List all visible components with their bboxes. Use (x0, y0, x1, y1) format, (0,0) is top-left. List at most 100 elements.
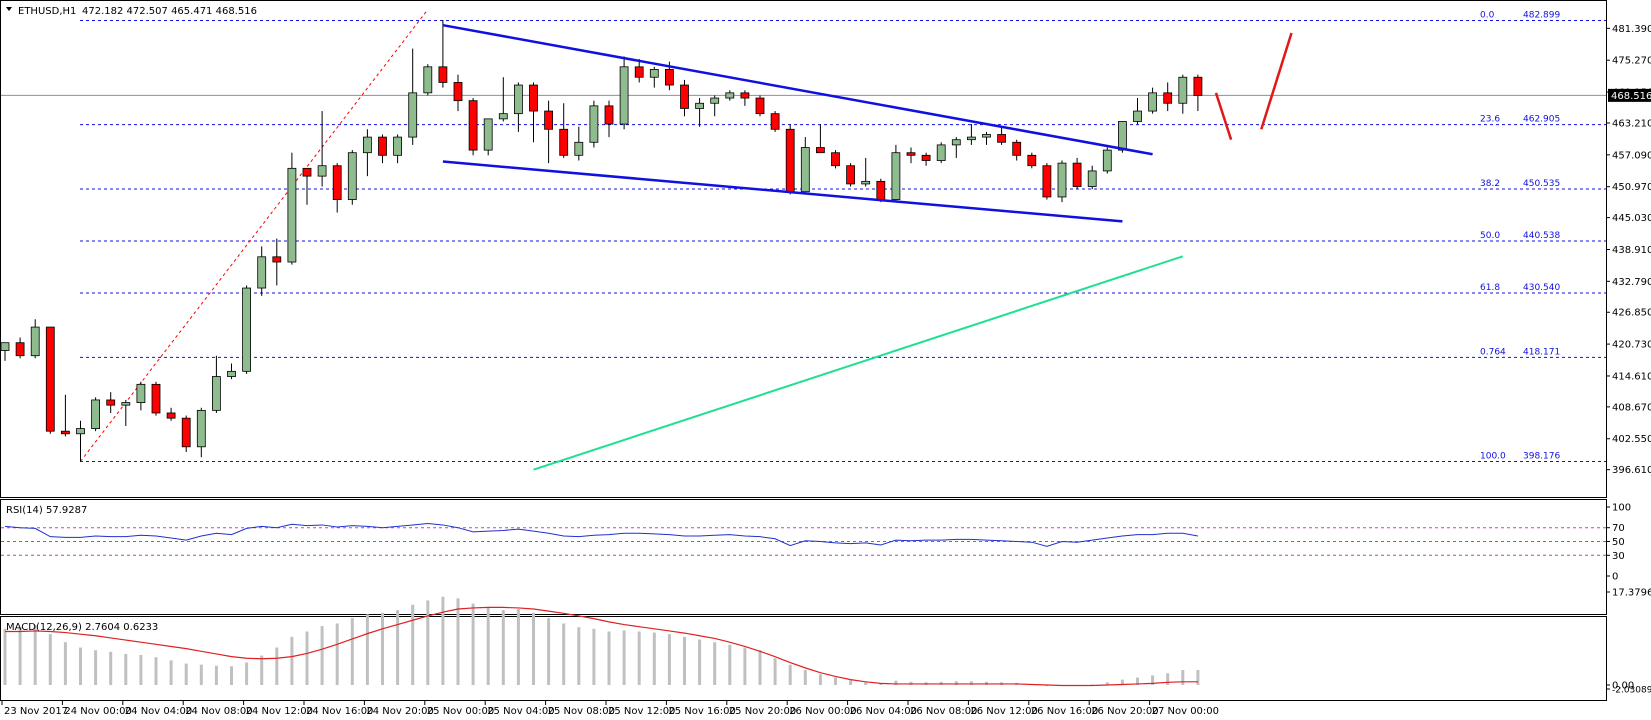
bull-candle (982, 134, 991, 138)
fib-level-pct: 61.8 (1480, 283, 1500, 293)
macd-y-tick-label: 0.00 (1612, 681, 1634, 692)
macd-histogram-bar (728, 644, 732, 685)
macd-histogram-bar (562, 623, 566, 685)
macd-histogram-bar (713, 642, 717, 685)
bear-candle (740, 92, 750, 99)
x-tick-label: 26 Nov 12:00 (970, 706, 1037, 717)
fib-level-price: 482.899 (1523, 11, 1560, 21)
macd-histogram-bar (335, 623, 339, 685)
macd-histogram-bar (411, 604, 415, 685)
y-tick-label: 402.550 (1612, 434, 1651, 445)
bull-candle (891, 152, 901, 200)
bull-candle (211, 376, 221, 411)
rsi-y-tick-label: 50 (1612, 537, 1625, 548)
bull-candle (76, 428, 85, 435)
bull-candle (1057, 162, 1067, 198)
y-tick-label: 408.670 (1612, 402, 1651, 413)
bull-candle (483, 118, 493, 151)
fib-level-pct: 0.0 (1480, 11, 1495, 21)
x-tick-label: 26 Nov 08:00 (910, 706, 977, 717)
bull-candle (317, 165, 327, 177)
macd-histogram-bar (834, 677, 837, 685)
macd-histogram-bar (426, 600, 430, 685)
bull-candle (121, 402, 131, 406)
bull-candle (1118, 121, 1127, 151)
macd-histogram-bar (290, 636, 294, 685)
macd-histogram-bar (33, 625, 37, 685)
bear-candle (604, 105, 614, 125)
bull-candle (30, 326, 40, 357)
bull-candle (589, 105, 599, 143)
x-tick-label: 25 Nov 08:00 (548, 706, 615, 717)
x-tick-label: 27 Nov 00:00 (1152, 706, 1219, 717)
bull-candle (649, 69, 659, 78)
x-tick-label: 26 Nov 20:00 (1091, 706, 1158, 717)
bear-candle (45, 326, 55, 432)
macd-histogram-bar (788, 664, 792, 685)
rsi-y-tick-label: 30 (1612, 551, 1625, 562)
fib-level-price: 450.535 (1523, 179, 1560, 189)
x-tick-label: 25 Nov 12:00 (608, 706, 675, 717)
macd-histogram-bar (1120, 679, 1124, 685)
macd-histogram-bar (305, 631, 309, 685)
bear-candle (61, 430, 70, 435)
bull-candle (514, 84, 523, 115)
macd-histogram-bar (94, 650, 98, 685)
macd-histogram-bar (396, 610, 400, 685)
bull-candle (951, 139, 961, 146)
macd-histogram-bar (1181, 670, 1185, 685)
bull-candle (1087, 170, 1097, 187)
macd-histogram-bar (456, 598, 460, 685)
bear-candle (166, 412, 176, 419)
bear-candle (1163, 92, 1173, 104)
projection-arrow (1214, 92, 1233, 141)
bull-candle (1148, 92, 1157, 112)
macd-histogram-bar (381, 612, 384, 685)
x-tick-label: 26 Nov 16:00 (1031, 706, 1098, 717)
x-tick-label: 24 Nov 12:00 (246, 706, 313, 717)
macd-histogram-bar (532, 612, 535, 685)
x-tick-label: 24 Nov 04:00 (125, 706, 192, 717)
macd-histogram-bar (275, 647, 279, 685)
macd-histogram-bar (48, 634, 52, 685)
fib-level-price: 440.538 (1523, 231, 1560, 241)
fib-level-price: 418.171 (1523, 347, 1560, 357)
symbol-header: ETHUSD,H1 472.182 472.507 465.471 468.51… (6, 6, 257, 17)
y-tick-label: 426.850 (1612, 308, 1651, 319)
moving-average-line (533, 255, 1184, 471)
x-tick-label: 24 Nov 00:00 (64, 706, 131, 717)
bear-candle (785, 128, 795, 193)
y-tick-label: 481.390 (1612, 24, 1651, 35)
macd-histogram-bar (260, 655, 264, 685)
dropdown-triangle-icon[interactable] (6, 7, 12, 11)
bear-candle (453, 82, 463, 102)
fib-level-price: 430.540 (1523, 283, 1560, 293)
bull-candle (347, 152, 357, 200)
bear-candle (997, 134, 1006, 143)
bear-candle (106, 399, 116, 406)
macd-histogram-bar (169, 660, 173, 685)
macd-histogram-bar (849, 680, 853, 685)
macd-histogram-bar (230, 666, 233, 685)
macd-histogram-bar (184, 663, 188, 685)
x-tick-label: 25 Nov 20:00 (729, 706, 796, 717)
bull-candle (362, 136, 372, 154)
bear-candle (559, 128, 569, 156)
fib-level-pct: 38.2 (1480, 179, 1500, 189)
bear-candle (468, 100, 478, 151)
macd-histogram-bar (1166, 673, 1170, 685)
y-tick-label: 414.610 (1612, 371, 1651, 382)
bear-candle (378, 136, 387, 156)
bull-candle (408, 92, 418, 138)
macd-histogram-bar (214, 665, 218, 685)
bull-candle (967, 136, 976, 141)
macd-histogram-bar (607, 631, 611, 685)
bear-candle (846, 165, 855, 185)
bull-candle (695, 102, 704, 109)
macd-histogram-bar (773, 658, 777, 685)
fib-anchor-line (80, 9, 429, 462)
bear-candle (831, 152, 840, 167)
macd-histogram-bar (79, 647, 82, 685)
bull-candle (136, 383, 146, 403)
bear-candle (272, 256, 282, 263)
